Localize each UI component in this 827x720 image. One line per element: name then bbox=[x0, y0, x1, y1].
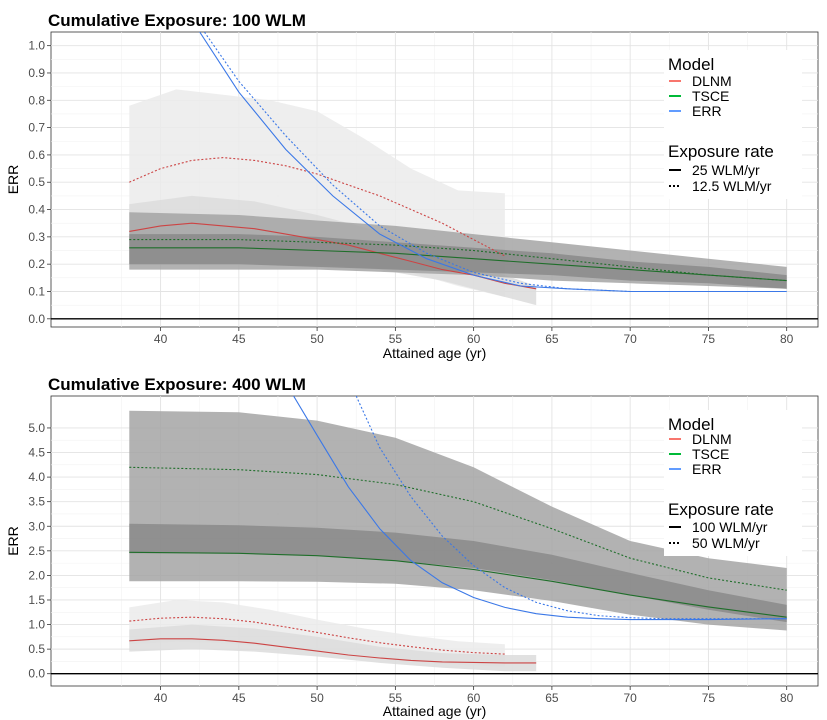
ci-band-4 bbox=[129, 234, 787, 289]
legend-label-err: ERR bbox=[692, 461, 722, 477]
y-tick-label: 0.4 bbox=[28, 203, 45, 217]
y-tick-label: 0.9 bbox=[28, 66, 45, 80]
series-line-5 bbox=[355, 396, 787, 620]
legend-label-dlnm: DLNM bbox=[692, 73, 732, 89]
y-tick-label: 0.3 bbox=[28, 230, 45, 244]
y-tick-label: 1.0 bbox=[28, 618, 45, 632]
y-tick-label: 1.5 bbox=[28, 593, 45, 607]
x-tick-label: 60 bbox=[467, 332, 481, 346]
x-tick-label: 55 bbox=[389, 691, 403, 705]
series-line-1 bbox=[129, 616, 505, 655]
y-tick-label: 0.5 bbox=[28, 642, 45, 656]
x-tick-label: 55 bbox=[389, 332, 403, 346]
legend-title-rate: Exposure rate bbox=[668, 500, 774, 519]
x-tick-label: 45 bbox=[232, 332, 246, 346]
y-tick-label: 3.0 bbox=[28, 519, 45, 533]
series-line-1 bbox=[129, 157, 506, 257]
chart-title: Cumulative Exposure: 400 WLM bbox=[48, 375, 306, 394]
y-tick-label: 1.0 bbox=[28, 39, 45, 53]
x-axis-label: Attained age (yr) bbox=[383, 345, 487, 361]
x-tick-label: 65 bbox=[545, 691, 559, 705]
series-line-4 bbox=[129, 551, 787, 618]
legend-title-rate: Exposure rate bbox=[668, 142, 774, 161]
series-line-2 bbox=[129, 222, 537, 290]
y-axis-label: ERR bbox=[5, 526, 21, 556]
legend-label-tsce: TSCE bbox=[692, 88, 729, 104]
x-tick-label: 80 bbox=[780, 332, 794, 346]
y-tick-label: 0.0 bbox=[28, 667, 45, 681]
legend-label-rate-2: 50 WLM/yr bbox=[692, 535, 760, 551]
y-tick-label: 0.8 bbox=[28, 93, 45, 107]
ci-band-4 bbox=[129, 523, 787, 623]
x-tick-label: 45 bbox=[232, 691, 246, 705]
legend-title-model: Model bbox=[668, 55, 714, 74]
x-tick-label: 70 bbox=[623, 332, 637, 346]
x-tick-label: 80 bbox=[780, 691, 794, 705]
data-layer bbox=[51, 32, 818, 320]
legend-title-model: Model bbox=[668, 415, 714, 434]
y-tick-label: 0.0 bbox=[28, 312, 45, 326]
x-tick-label: 40 bbox=[154, 691, 168, 705]
y-tick-label: 4.0 bbox=[28, 470, 45, 484]
y-tick-label: 0.7 bbox=[28, 121, 45, 135]
x-tick-label: 50 bbox=[310, 332, 324, 346]
legend-label-rate-1: 100 WLM/yr bbox=[692, 519, 768, 535]
legend-background bbox=[664, 410, 802, 556]
legend-label-dlnm: DLNM bbox=[692, 431, 732, 447]
series-line-6 bbox=[199, 32, 787, 293]
chart-panel-1: Cumulative Exposure: 100 WLM 40 45 50 55 60 65… bbox=[5, 11, 819, 361]
y-tick-label: 3.5 bbox=[28, 495, 45, 509]
series-line-4 bbox=[129, 247, 787, 282]
legend-label-rate-1: 25 WLM/yr bbox=[692, 162, 760, 178]
y-tick-label: 0.1 bbox=[28, 284, 45, 298]
x-axis-label: Attained age (yr) bbox=[383, 703, 487, 719]
y-tick-label: 4.5 bbox=[28, 446, 45, 460]
y-tick-label: 0.5 bbox=[28, 175, 45, 189]
legend-label-tsce: TSCE bbox=[692, 446, 729, 462]
legend-background bbox=[664, 50, 802, 199]
series-line-3 bbox=[129, 239, 787, 282]
legend-label-rate-2: 12.5 WLM/yr bbox=[692, 178, 772, 194]
series-line-5 bbox=[203, 32, 787, 293]
y-tick-label: 5.0 bbox=[28, 421, 45, 435]
series-line-6 bbox=[293, 396, 787, 621]
series-line-2 bbox=[129, 638, 537, 664]
x-tick-label: 50 bbox=[310, 691, 324, 705]
x-tick-label: 40 bbox=[154, 332, 168, 346]
ci-band-2 bbox=[129, 624, 537, 672]
x-tick-label: 75 bbox=[702, 332, 716, 346]
x-tick-label: 60 bbox=[467, 691, 481, 705]
y-tick-label: 0.2 bbox=[28, 257, 45, 271]
x-tick-label: 65 bbox=[545, 332, 559, 346]
x-tick-label: 75 bbox=[702, 691, 716, 705]
y-tick-label: 0.6 bbox=[28, 148, 45, 162]
chart-title: Cumulative Exposure: 100 WLM bbox=[48, 11, 306, 30]
data-layer bbox=[51, 396, 818, 675]
legend-label-err: ERR bbox=[692, 103, 722, 119]
chart-panel-2: Cumulative Exposure: 400 WLM 40 45 50 55 60 65… bbox=[5, 375, 819, 719]
x-tick-label: 70 bbox=[623, 691, 637, 705]
y-axis-label: ERR bbox=[5, 165, 21, 195]
y-tick-label: 2.0 bbox=[28, 568, 45, 582]
y-tick-label: 2.5 bbox=[28, 544, 45, 558]
